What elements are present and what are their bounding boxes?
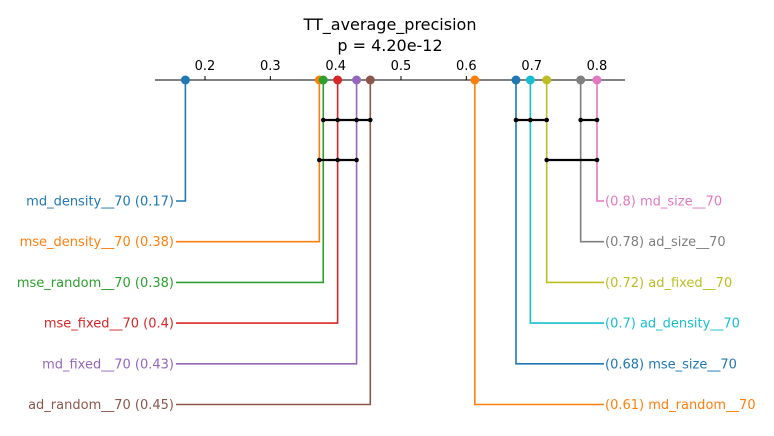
method-marker xyxy=(180,75,190,85)
method-label: (0.61) md_random__70 xyxy=(605,398,756,413)
tick-label: 0.3 xyxy=(260,59,281,74)
clique-point xyxy=(320,117,326,123)
clique-point xyxy=(544,157,549,163)
tick-label: 0.5 xyxy=(391,59,412,74)
connector-line xyxy=(176,80,187,202)
clique-point xyxy=(528,117,533,123)
method-label: md_fixed__70 (0.43) xyxy=(42,357,174,372)
tick-label: 0.7 xyxy=(521,59,542,74)
chart-subtitle: p = 4.20e-12 xyxy=(337,36,442,55)
method-marker xyxy=(525,75,535,85)
method-label: ad_random__70 (0.45) xyxy=(28,398,174,413)
method-label: (0.7) ad_density__70 xyxy=(605,317,740,332)
method-label: mse_random__70 (0.38) xyxy=(17,276,174,291)
method-marker xyxy=(365,75,375,85)
method-label: mse_fixed__70 (0.4) xyxy=(44,317,174,332)
clique-point xyxy=(354,117,359,123)
method-label: (0.68) mse_size__70 xyxy=(605,357,737,372)
method-label: md_density__70 (0.17) xyxy=(26,195,174,210)
method-marker xyxy=(333,75,343,85)
method-marker xyxy=(470,75,480,85)
method-marker xyxy=(576,75,586,85)
clique-point xyxy=(513,117,519,123)
method-label: (0.72) ad_fixed__70 xyxy=(605,276,732,291)
connector-line xyxy=(545,80,604,284)
method-marker xyxy=(542,75,552,85)
method-label: (0.8) md_size__70 xyxy=(605,195,722,210)
axis-ticks: 0.2 0.3 0.4 0.5 0.6 0.7 0.8 xyxy=(195,59,608,80)
clique-point xyxy=(367,117,373,123)
method-marker xyxy=(318,75,328,85)
method-label: mse_density__70 (0.38) xyxy=(20,235,174,250)
clique-point xyxy=(578,117,583,123)
connector-line xyxy=(529,80,604,324)
connector-line xyxy=(176,80,358,365)
connector-line xyxy=(176,80,372,406)
clique-point xyxy=(317,157,322,163)
connector-line xyxy=(515,80,604,365)
clique-point xyxy=(594,157,600,163)
tick-label: 0.6 xyxy=(456,59,477,74)
connector-line xyxy=(176,80,339,324)
method-marker xyxy=(511,75,521,85)
tick-label: 0.4 xyxy=(325,59,346,74)
clique-point xyxy=(335,157,340,163)
method-labels: md_density__70 (0.17) mse_density__70 (0.… xyxy=(17,195,756,414)
chart-title: TT_average_precision xyxy=(303,15,477,35)
connector-line xyxy=(596,80,604,202)
tick-label: 0.2 xyxy=(195,59,216,74)
tick-label: 0.8 xyxy=(587,59,608,74)
connector-line xyxy=(176,80,321,243)
clique-point xyxy=(354,157,359,163)
connector-line xyxy=(579,80,604,243)
clique-point xyxy=(335,117,340,123)
method-marker xyxy=(592,75,602,85)
method-markers xyxy=(180,75,602,85)
connector-line xyxy=(474,80,604,406)
clique-point xyxy=(594,117,600,123)
clique-point xyxy=(544,117,549,123)
method-connectors xyxy=(176,80,604,406)
method-marker xyxy=(352,75,362,85)
method-label: (0.78) ad_size__70 xyxy=(605,235,726,250)
connector-line xyxy=(176,80,325,284)
clique-bars xyxy=(317,117,600,163)
